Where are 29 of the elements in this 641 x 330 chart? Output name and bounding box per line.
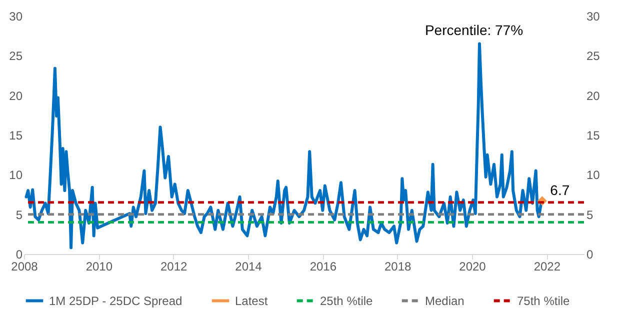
x-tick-label: 2018 (384, 260, 412, 274)
x-tick-label: 2016 (310, 260, 337, 274)
y2-tick-label: 15 (586, 128, 600, 142)
y2-tick-label: 10 (586, 168, 600, 182)
x-tick-label: 2020 (459, 260, 486, 274)
y2-tick-label: 25 (586, 49, 600, 64)
legend-label: 1M 25DP - 25DC Spread (49, 294, 182, 308)
y-tick-label: 5 (16, 208, 23, 222)
x-tick-label: 2010 (86, 260, 113, 274)
y-tick-label: 25 (9, 49, 23, 64)
y-tick-label: 30 (9, 10, 23, 24)
annotation: Percentile: 77% (424, 22, 524, 38)
legend-label: Median (425, 294, 464, 308)
y2-tick-label: 0 (586, 248, 594, 262)
legend-label: Latest (235, 294, 268, 308)
y-tick-label: 0 (16, 248, 23, 262)
y2-tick-label: 5 (586, 208, 594, 222)
legend-label: 25th %tile (320, 294, 374, 308)
y-tick-label: 20 (9, 88, 23, 103)
data-label: 6.7 (550, 182, 570, 198)
x-tick-label: 2014 (235, 260, 262, 274)
x-tick-label: 2012 (160, 260, 188, 274)
y2-tick-label: 30 (586, 10, 600, 24)
x-tick-label: 2008 (11, 260, 38, 274)
legend-label: 75th %tile (517, 294, 570, 308)
y-tick-label: 10 (9, 168, 23, 182)
x-tick-label: 2022 (534, 260, 561, 274)
y-tick-label: 15 (9, 128, 23, 142)
y2-tick-label: 20 (586, 88, 600, 103)
